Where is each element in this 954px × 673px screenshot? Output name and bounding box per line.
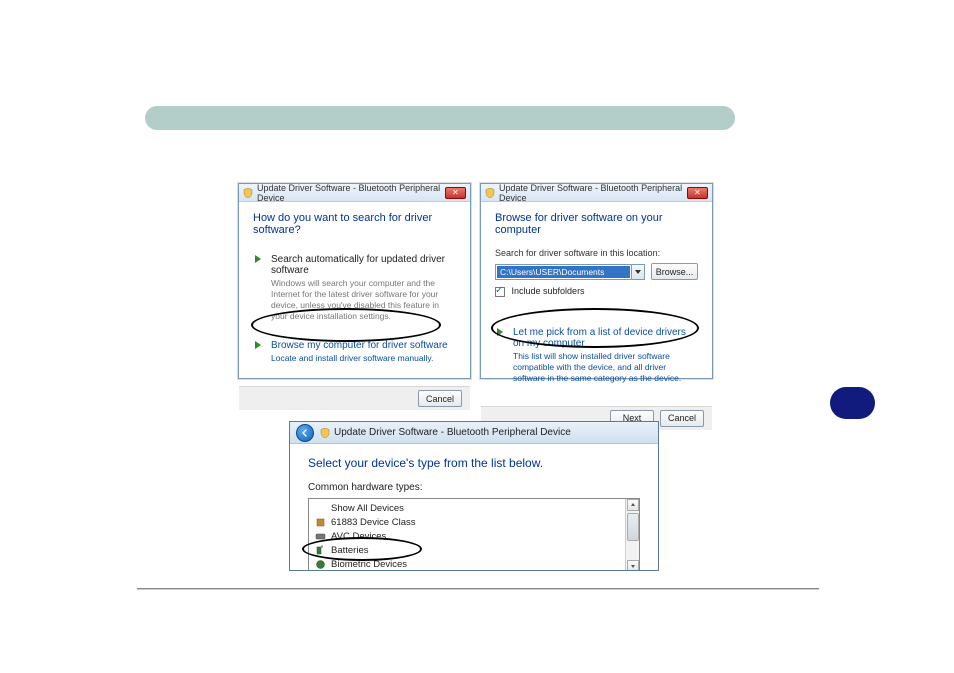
update-driver-dialog-search: Update Driver Software - Bluetooth Perip… [238,183,471,379]
checkbox-label: Include subfolders [512,286,585,296]
device-icon [315,531,326,542]
dialog-footer: Cancel [239,386,470,410]
include-subfolders-checkbox[interactable] [495,287,505,297]
titlebar: Update Driver Software - Bluetooth Perip… [290,422,658,444]
device-icon [315,545,326,556]
option-desc: This list will show installed driver sof… [513,351,692,384]
title-text: Update Driver Software - Bluetooth Perip… [257,183,445,203]
option-title: Search automatically for updated driver … [271,254,450,276]
list-item-label: AVC Devices [331,531,386,542]
update-driver-dialog-browse: Update Driver Software - Bluetooth Perip… [480,183,713,379]
option-auto-search[interactable]: Search automatically for updated driver … [253,248,456,328]
list-item[interactable]: 61883 Device Class [309,515,625,529]
arrow-icon [497,328,505,336]
list-item-label: Show All Devices [331,503,404,514]
cancel-button[interactable]: Cancel [418,390,462,407]
list-item-label: Biometric Devices [331,559,407,570]
dialog-heading: How do you want to search for driver sof… [253,212,456,236]
close-button[interactable]: ✕ [445,187,466,199]
title-text: Update Driver Software - Bluetooth Perip… [334,427,571,438]
option-browse[interactable]: Browse my computer for driver software L… [253,334,456,370]
list-label: Common hardware types: [308,482,640,493]
list-item-label: Batteries [331,545,369,556]
back-button[interactable] [296,424,314,442]
header-pill [145,106,735,130]
device-icon [315,503,326,514]
footer-rule-shadow [137,589,819,590]
option-title: Browse my computer for driver software [271,340,450,351]
browse-button[interactable]: Browse... [651,263,698,280]
list-item[interactable]: Show All Devices [309,501,625,515]
list-item-label: 61883 Device Class [331,517,416,528]
shield-icon [485,188,495,198]
arrow-icon [255,255,263,263]
cancel-button[interactable]: Cancel [660,410,704,427]
update-driver-dialog-device-type: Update Driver Software - Bluetooth Perip… [289,421,659,571]
dropdown-arrow-icon[interactable] [631,265,644,279]
dialog-heading: Select your device's type from the list … [308,456,640,470]
titlebar: Update Driver Software - Bluetooth Perip… [239,184,470,202]
scroll-up-button[interactable] [627,499,639,511]
shield-icon [243,188,253,198]
device-icon [315,517,326,528]
side-pill [830,387,875,419]
option-pick-driver[interactable]: Let me pick from a list of device driver… [495,321,698,390]
option-desc: Windows will search your computer and th… [271,278,450,322]
shield-icon [320,428,330,438]
search-label: Search for driver software in this locat… [495,248,698,258]
scroll-down-button[interactable] [627,560,639,571]
dialog-heading: Browse for driver software on your compu… [495,212,698,236]
option-title: Let me pick from a list of device driver… [513,327,692,349]
path-value: C:\Users\USER\Documents [497,266,630,278]
arrow-icon [255,341,263,349]
device-type-list[interactable]: Show All Devices 61883 Device Class AVC De… [308,498,640,571]
list-item[interactable]: Batteries [309,543,625,557]
scrollbar[interactable] [625,499,639,571]
title-text: Update Driver Software - Bluetooth Perip… [499,183,687,203]
path-combo[interactable]: C:\Users\USER\Documents [495,264,645,280]
titlebar: Update Driver Software - Bluetooth Perip… [481,184,712,202]
close-button[interactable]: ✕ [687,187,708,199]
list-item[interactable]: Biometric Devices [309,557,625,571]
list-item[interactable]: AVC Devices [309,529,625,543]
scroll-thumb[interactable] [627,513,639,541]
option-desc: Locate and install driver software manua… [271,353,450,364]
device-icon [315,559,326,570]
